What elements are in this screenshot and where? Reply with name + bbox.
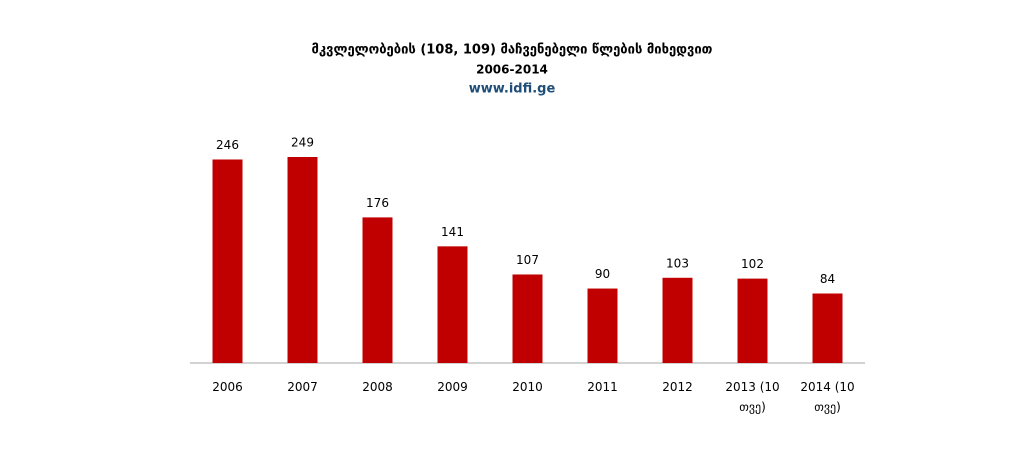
bar bbox=[662, 277, 693, 363]
x-tick-label: 2009 bbox=[437, 380, 468, 394]
bar bbox=[287, 157, 318, 363]
bar bbox=[512, 274, 543, 363]
data-label: 176 bbox=[366, 196, 389, 210]
data-label: 107 bbox=[516, 253, 539, 267]
x-tick-label: 2008 bbox=[362, 380, 393, 394]
bar bbox=[362, 217, 393, 363]
source-link: www.idfi.ge bbox=[469, 82, 556, 97]
x-tick-label: 2013 (10 თვე) bbox=[725, 380, 780, 414]
data-label: 84 bbox=[820, 272, 835, 286]
data-label: 102 bbox=[741, 257, 764, 271]
data-label: 103 bbox=[666, 256, 689, 270]
bar bbox=[212, 159, 243, 363]
chart-subtitle: 2006-2014 bbox=[476, 63, 548, 77]
bar bbox=[587, 288, 618, 363]
data-label: 249 bbox=[291, 136, 314, 150]
bar bbox=[437, 246, 468, 363]
chart-title: მკვლელობების (108, 109) მაჩვენებელი წლებ… bbox=[312, 43, 713, 58]
data-label: 90 bbox=[595, 267, 610, 281]
x-tick-label: 2006 bbox=[212, 380, 243, 394]
bar bbox=[737, 278, 768, 363]
data-label: 141 bbox=[441, 225, 464, 239]
x-tick-label: 2010 bbox=[512, 380, 543, 394]
x-tick-label: 2014 (10 თვე) bbox=[800, 380, 855, 414]
data-label: 246 bbox=[216, 138, 239, 152]
x-tick-label: 2007 bbox=[287, 380, 318, 394]
bar bbox=[812, 293, 843, 363]
x-tick-label: 2011 bbox=[587, 380, 618, 394]
x-tick-label: 2012 bbox=[662, 380, 693, 394]
